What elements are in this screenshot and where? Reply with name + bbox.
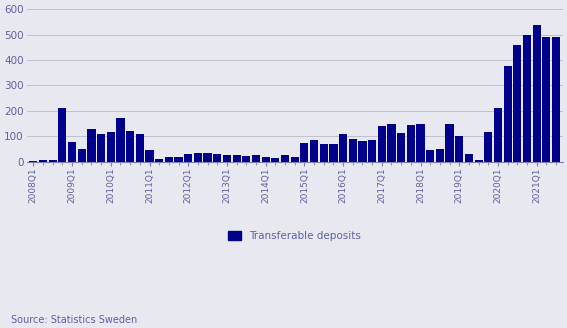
Bar [513,45,522,162]
Bar [29,161,37,162]
Legend: Transferable deposits: Transferable deposits [224,227,365,245]
Bar [223,155,231,162]
Bar [39,160,47,162]
Bar [78,150,86,162]
Bar [87,129,95,162]
Bar [475,160,483,162]
Bar [232,155,241,162]
Bar [542,37,551,162]
Bar [397,133,405,162]
Bar [194,153,202,162]
Bar [68,142,76,162]
Bar [136,134,144,162]
Bar [552,37,560,162]
Bar [242,156,251,162]
Bar [378,126,386,162]
Bar [436,149,444,162]
Bar [416,124,425,162]
Bar [97,134,105,162]
Bar [281,155,289,162]
Bar [184,154,192,162]
Bar [126,131,134,162]
Bar [523,35,531,162]
Bar [252,155,260,162]
Bar [145,150,154,162]
Bar [116,118,125,162]
Bar [213,154,221,162]
Bar [465,154,473,162]
Bar [301,143,308,162]
Bar [165,157,173,162]
Bar [484,133,492,162]
Bar [107,133,115,162]
Bar [329,144,337,162]
Bar [349,139,357,162]
Bar [49,160,57,162]
Bar [407,125,415,162]
Bar [58,108,66,162]
Bar [271,158,280,162]
Bar [204,153,211,162]
Bar [368,140,376,162]
Bar [446,124,454,162]
Text: Source: Statistics Sweden: Source: Statistics Sweden [11,315,138,325]
Bar [175,156,183,162]
Bar [426,150,434,162]
Bar [387,124,396,162]
Bar [261,156,270,162]
Bar [339,134,347,162]
Bar [494,108,502,162]
Bar [358,141,367,162]
Bar [290,157,299,162]
Bar [155,159,163,162]
Bar [455,135,463,162]
Bar [503,66,512,162]
Bar [320,144,328,162]
Bar [310,140,318,162]
Bar [532,25,541,162]
